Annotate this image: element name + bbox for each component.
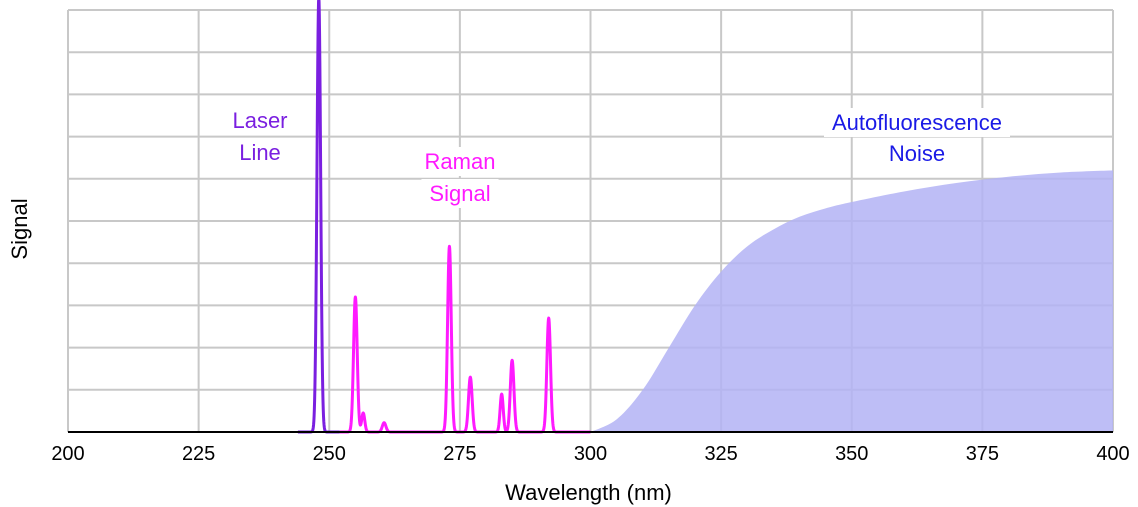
autofluorescence-area [590, 170, 1113, 433]
x-tick-label: 325 [704, 443, 737, 465]
x-axis-title: Wavelength (nm) [505, 480, 672, 505]
laser-line-peak [296, 0, 341, 434]
x-tick-labels: 200 225 250 275 300 325 350 375 400 [51, 443, 1129, 465]
x-tick-label: 250 [313, 443, 346, 465]
x-tick-label: 400 [1096, 443, 1129, 465]
x-tick-label: 300 [574, 443, 607, 465]
laser-label-line-1: Laser [232, 108, 287, 133]
autofluorescence-label-line-2: Noise [889, 141, 945, 166]
raman-label-background [421, 179, 499, 208]
raman-label-line-2: Signal [429, 181, 490, 206]
x-tick-label: 375 [966, 443, 999, 465]
autofluorescence-annotation: Autofluorescence Noise [824, 108, 1010, 168]
laser-label-line-2: Line [239, 140, 281, 165]
x-tick-label: 200 [51, 443, 84, 465]
laser-label-background [224, 106, 296, 135]
raman-label-line-1: Raman [425, 149, 496, 174]
autofluorescence-label-background [824, 108, 1010, 137]
x-tick-label: 350 [835, 443, 868, 465]
laser-line-annotation: Laser Line [224, 106, 296, 167]
y-axis-title: Signal [7, 198, 32, 259]
raman-signal-line [338, 244, 592, 434]
x-tick-label: 225 [182, 443, 215, 465]
x-tick-label: 275 [443, 443, 476, 465]
raman-signal-annotation: Raman Signal [416, 147, 504, 208]
raman-label-background [416, 147, 504, 176]
laser-label-background [231, 138, 289, 167]
autofluorescence-label-line-1: Autofluorescence [832, 110, 1002, 135]
autofluorescence-label-background [880, 139, 954, 168]
